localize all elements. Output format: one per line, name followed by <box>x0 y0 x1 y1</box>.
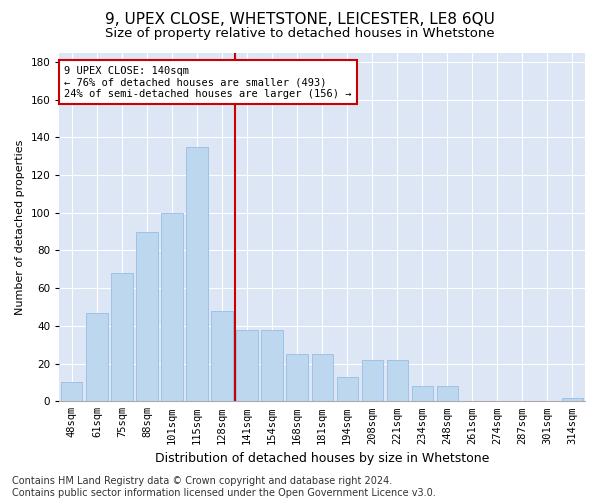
Bar <box>187 147 208 402</box>
Bar <box>211 311 233 402</box>
Bar <box>111 273 133 402</box>
Y-axis label: Number of detached properties: Number of detached properties <box>15 139 25 314</box>
Bar <box>562 398 583 402</box>
Text: 9, UPEX CLOSE, WHETSTONE, LEICESTER, LE8 6QU: 9, UPEX CLOSE, WHETSTONE, LEICESTER, LE8… <box>105 12 495 28</box>
Bar <box>61 382 82 402</box>
Bar <box>412 386 433 402</box>
Bar <box>262 330 283 402</box>
Bar <box>362 360 383 402</box>
Bar <box>236 330 258 402</box>
Bar <box>136 232 158 402</box>
Bar <box>286 354 308 402</box>
Bar <box>386 360 408 402</box>
Bar <box>437 386 458 402</box>
X-axis label: Distribution of detached houses by size in Whetstone: Distribution of detached houses by size … <box>155 452 490 465</box>
Bar <box>161 213 182 402</box>
Text: Contains HM Land Registry data © Crown copyright and database right 2024.
Contai: Contains HM Land Registry data © Crown c… <box>12 476 436 498</box>
Text: 9 UPEX CLOSE: 140sqm
← 76% of detached houses are smaller (493)
24% of semi-deta: 9 UPEX CLOSE: 140sqm ← 76% of detached h… <box>64 66 352 99</box>
Text: Size of property relative to detached houses in Whetstone: Size of property relative to detached ho… <box>105 28 495 40</box>
Bar <box>337 377 358 402</box>
Bar <box>86 312 107 402</box>
Bar <box>311 354 333 402</box>
